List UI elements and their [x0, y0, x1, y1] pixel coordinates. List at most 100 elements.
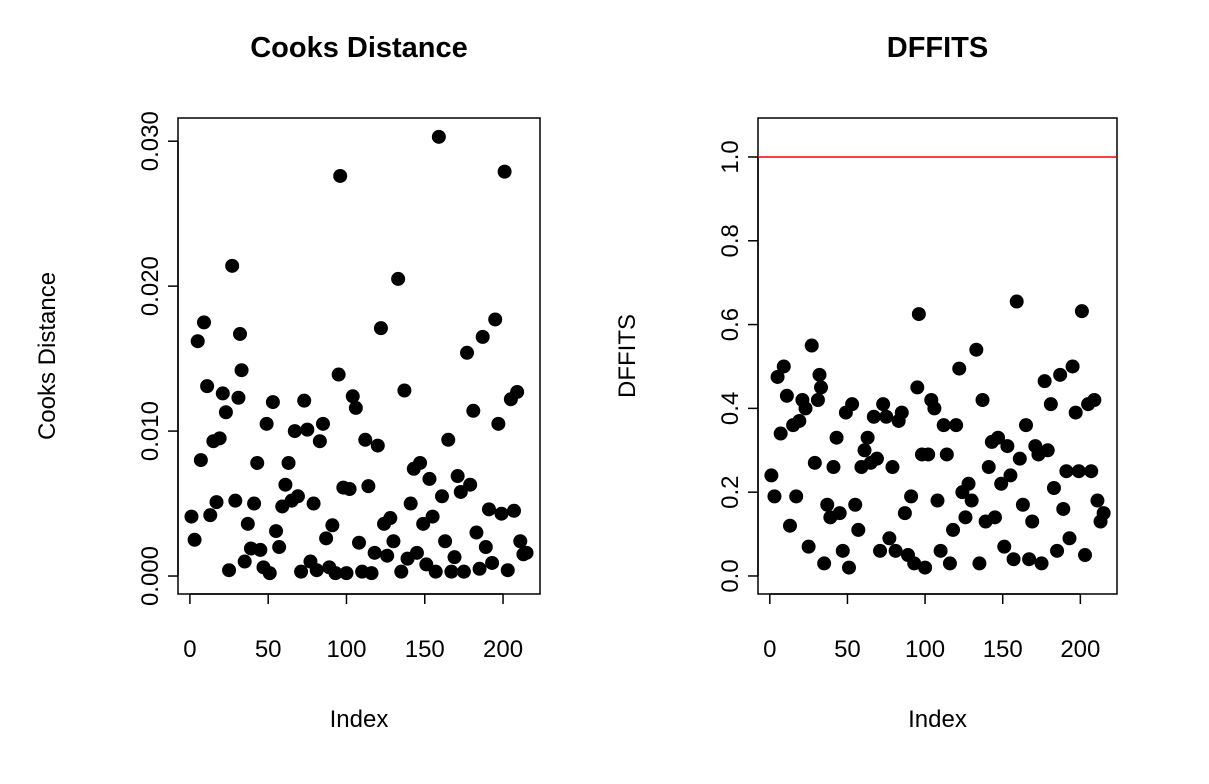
point	[1022, 552, 1037, 567]
point	[1087, 392, 1102, 407]
point	[1037, 374, 1052, 389]
point	[1053, 367, 1068, 382]
point	[897, 506, 912, 521]
point	[1025, 514, 1040, 529]
point	[190, 334, 205, 349]
point	[1050, 543, 1065, 558]
point	[475, 329, 490, 344]
point	[776, 359, 791, 374]
x-tick-label: 0	[183, 636, 196, 663]
point	[200, 379, 215, 394]
point	[1078, 548, 1093, 563]
point	[810, 392, 825, 407]
point	[196, 315, 211, 330]
point	[946, 522, 961, 537]
point	[911, 307, 926, 322]
point	[373, 321, 388, 336]
x-tick-label: 50	[834, 636, 861, 663]
point	[921, 447, 936, 462]
point	[814, 380, 829, 395]
point	[789, 489, 804, 504]
x-axis-label: Index	[330, 706, 389, 733]
point	[422, 471, 437, 486]
point	[1009, 294, 1024, 309]
point	[936, 418, 951, 433]
point	[1015, 497, 1030, 512]
point	[841, 560, 856, 575]
x-tick-label: 100	[326, 636, 366, 663]
point	[328, 566, 343, 581]
point	[409, 545, 424, 560]
point	[939, 447, 954, 462]
point	[250, 455, 265, 470]
point	[869, 451, 884, 466]
point	[278, 477, 293, 492]
point	[491, 416, 506, 431]
point	[513, 534, 528, 549]
point	[904, 489, 919, 504]
point	[770, 369, 785, 384]
point	[857, 443, 872, 458]
point	[287, 424, 302, 439]
point	[1071, 464, 1086, 479]
point	[882, 531, 897, 546]
point	[848, 497, 863, 512]
point	[873, 543, 888, 558]
point	[804, 338, 819, 353]
point	[866, 409, 881, 424]
point	[370, 438, 385, 453]
point	[918, 560, 933, 575]
point	[269, 524, 284, 539]
point	[798, 401, 813, 416]
point	[829, 430, 844, 445]
point	[431, 129, 446, 144]
point	[1074, 304, 1089, 319]
point	[885, 460, 900, 475]
y-tick-label: 0.010	[137, 401, 164, 461]
point	[428, 564, 443, 579]
y-tick-label: 0.8	[717, 224, 744, 257]
point	[425, 509, 440, 524]
point	[469, 525, 484, 540]
point	[481, 502, 496, 517]
point	[1059, 464, 1074, 479]
point	[413, 455, 428, 470]
point	[987, 510, 1002, 525]
point	[964, 493, 979, 508]
point	[397, 383, 412, 398]
y-tick-label: 0.020	[137, 256, 164, 316]
point	[342, 482, 357, 497]
point	[309, 563, 324, 578]
y-tick-label: 0.4	[717, 392, 744, 425]
point	[1019, 418, 1034, 433]
point	[927, 401, 942, 416]
y-axis-label: DFFITS	[614, 314, 641, 398]
point	[348, 400, 363, 415]
point	[265, 395, 280, 410]
point	[403, 496, 418, 511]
point	[1012, 451, 1027, 466]
point	[212, 431, 227, 446]
point	[994, 476, 1009, 491]
point	[972, 556, 987, 571]
point	[835, 543, 850, 558]
point	[325, 518, 340, 533]
point	[1065, 359, 1080, 374]
x-tick-label: 50	[255, 636, 282, 663]
point	[933, 543, 948, 558]
point	[383, 511, 398, 526]
point	[394, 564, 409, 579]
point	[1068, 405, 1083, 420]
point	[237, 554, 252, 569]
point	[767, 489, 782, 504]
point	[488, 312, 503, 327]
point	[209, 495, 224, 510]
point	[253, 542, 268, 557]
point	[386, 534, 401, 549]
point	[949, 418, 964, 433]
point	[958, 510, 973, 525]
point	[817, 556, 832, 571]
point	[894, 405, 909, 420]
point	[500, 563, 515, 578]
point	[259, 416, 274, 431]
